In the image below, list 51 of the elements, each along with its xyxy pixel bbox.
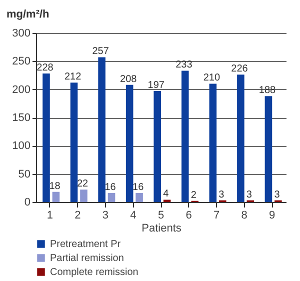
data-label: 16 [132, 182, 144, 193]
data-label: 197 [148, 80, 165, 92]
bar [136, 192, 143, 202]
data-label: 210 [203, 72, 220, 84]
x-tick-label: 2 [74, 210, 81, 222]
x-tick-label: 3 [102, 210, 109, 222]
bar [98, 57, 106, 202]
data-label: 226 [231, 64, 248, 75]
data-label: 16 [104, 182, 116, 193]
data-label: 3 [274, 189, 280, 200]
data-label: 257 [92, 46, 110, 58]
data-label: 3 [218, 189, 225, 200]
bar [181, 70, 189, 202]
y-tick-label: 200 [12, 84, 30, 96]
x-tick-label: 6 [186, 210, 192, 222]
data-label: 18 [49, 180, 61, 192]
x-tick-label: 5 [158, 210, 164, 222]
y-tick-label: 50 [18, 168, 30, 180]
data-label: 228 [36, 62, 54, 74]
legend-label: Complete remission [50, 267, 138, 278]
y-tick-label: 0 [24, 196, 30, 208]
x-tick-label: 4 [130, 210, 136, 222]
bar [154, 91, 161, 202]
bar [52, 192, 60, 202]
data-label: 208 [120, 74, 138, 85]
bar [108, 192, 116, 202]
data-label: 22 [76, 178, 89, 190]
bar [70, 82, 78, 202]
x-tick-label: 7 [213, 210, 220, 222]
y-tick-label: 250 [12, 56, 30, 68]
bar [209, 84, 217, 202]
y-axis-title: mg/m²/h [6, 8, 50, 20]
x-tick-label: 1 [46, 210, 53, 222]
bar [80, 190, 88, 202]
x-axis-title: Patients [142, 222, 182, 234]
y-tick-label: 150 [12, 112, 30, 124]
x-tick-label: 9 [269, 210, 276, 222]
legend-label: Partial remission [50, 253, 124, 264]
bar [237, 74, 244, 202]
y-tick-label: 300 [12, 28, 30, 40]
data-label: 3 [246, 189, 252, 200]
bar [42, 74, 50, 202]
bar [264, 96, 272, 202]
x-tick-label: 8 [241, 210, 248, 222]
y-tick-label: 100 [12, 140, 30, 152]
bar [126, 84, 134, 202]
data-label: 233 [176, 60, 193, 71]
data-label: 212 [64, 72, 82, 83]
legend-label: Pretreatment Pr [50, 239, 122, 250]
data-label: 4 [163, 188, 170, 200]
data-label: 2 [190, 190, 197, 201]
